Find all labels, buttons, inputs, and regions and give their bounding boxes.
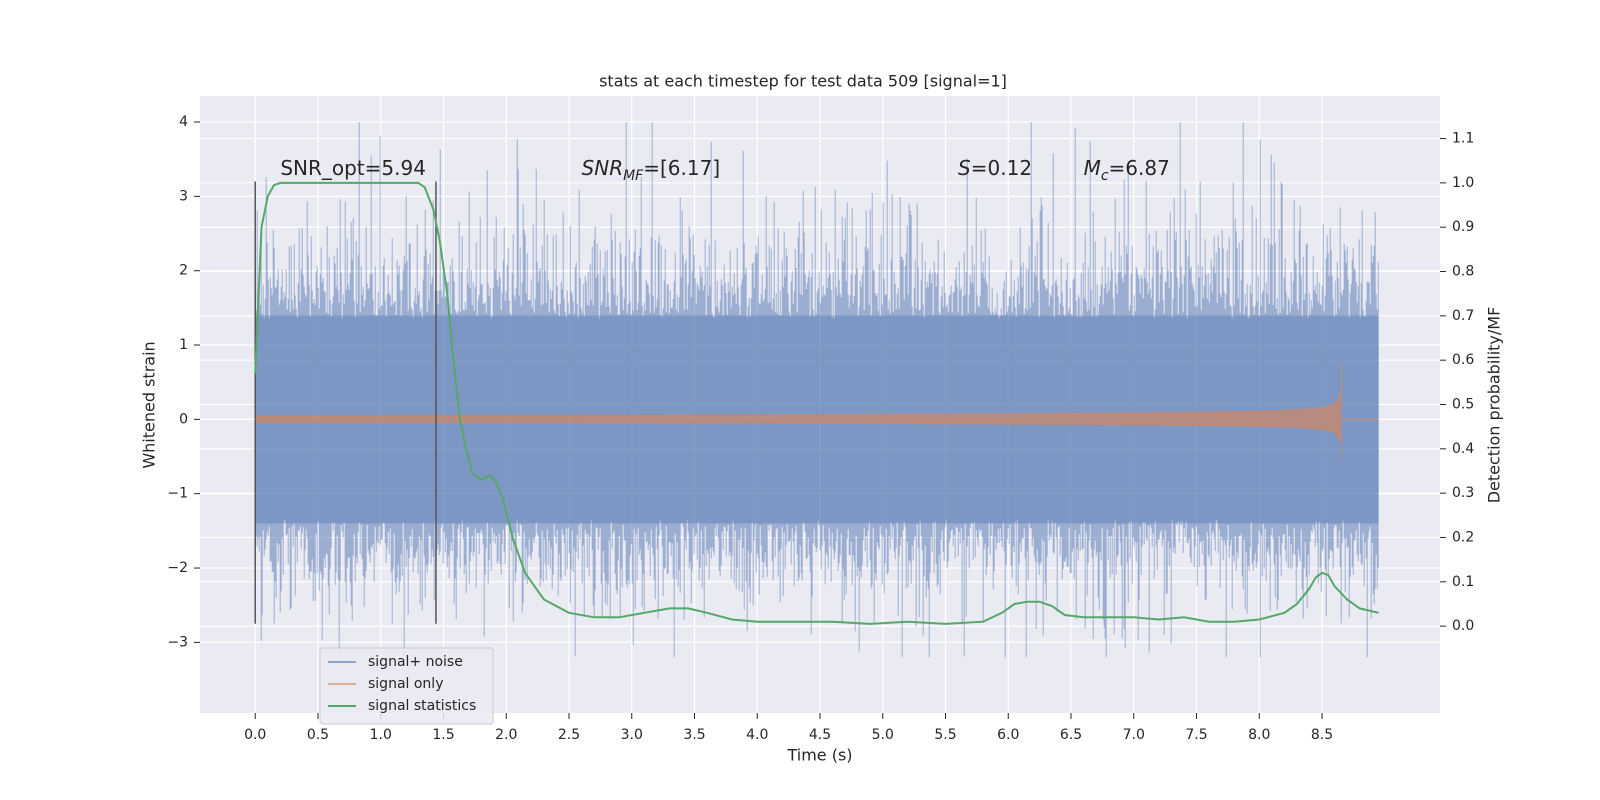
x-tick-label: 2.5 [558, 727, 580, 743]
y-left-tick-label: 2 [179, 263, 188, 279]
annotations: SNR_opt=5.94 SNRMF=[6.17] S=0.12 Mc=6.87 [280, 156, 1170, 184]
x-tick-label: 3.5 [683, 727, 705, 743]
y-left-tick-label: −2 [167, 560, 188, 576]
x-tick-label: 8.0 [1248, 727, 1270, 743]
x-tick-label: 2.0 [495, 727, 517, 743]
x-tick-label: 0.5 [307, 727, 329, 743]
x-tick-label: 3.0 [621, 727, 643, 743]
legend-box [319, 647, 494, 725]
x-tick-label: 0.0 [244, 727, 266, 743]
signal-statistics-line [254, 181, 1379, 625]
y-right-tick-label: 0.7 [1452, 308, 1474, 324]
legend-label: signal only [368, 676, 443, 692]
y-right-tick-label: 0.8 [1452, 264, 1474, 280]
vertical-markers [254, 181, 437, 624]
legend: signal+ noise signal only signal statistic… [319, 647, 494, 725]
left-y-axis-label: Whitened strain [140, 341, 159, 468]
chart-title: stats at each timestep for test data 509… [599, 72, 1007, 91]
y-right-tick-label: 0.5 [1452, 397, 1474, 413]
x-tick-label: 1.5 [432, 727, 454, 743]
annotation-snr-opt: SNR_opt=5.94 [280, 156, 426, 180]
x-tick-label: 4.5 [809, 727, 831, 743]
y-right-tick-label: 0.4 [1452, 441, 1474, 457]
legend-label: signal statistics [368, 698, 476, 714]
x-axis-label: Time (s) [786, 746, 852, 765]
signal-only-series [254, 363, 1379, 459]
annotation-s-val: S=0.12 [958, 156, 1032, 180]
annotation-snr-mf: SNRMF=[6.17] [582, 156, 721, 184]
y-right-tick-label: 0.2 [1452, 529, 1474, 545]
x-tick-label: 5.0 [872, 727, 894, 743]
legend-label: signal+ noise [368, 654, 463, 670]
x-tick-label: 7.5 [1185, 727, 1207, 743]
y-left-tick-label: 4 [179, 114, 188, 130]
y-right-tick-label: 0.1 [1452, 574, 1474, 590]
signal-only-envelope [254, 363, 1342, 459]
y-left-tick-label: −1 [167, 486, 188, 502]
y-left-tick-label: 3 [179, 188, 188, 204]
x-tick-label: 4.0 [746, 727, 768, 743]
y-right-tick-label: 1.1 [1452, 131, 1474, 147]
y-right-tick-label: 0.9 [1452, 219, 1474, 235]
y-left-tick-label: 1 [179, 337, 188, 353]
y-left-tick-label: 0 [179, 411, 188, 427]
y-right-tick-label: 0.0 [1452, 618, 1474, 634]
y-right-tick-label: 0.6 [1452, 352, 1474, 368]
x-tick-label: 8.5 [1311, 727, 1333, 743]
x-tick-label: 5.5 [934, 727, 956, 743]
x-tick-label: 6.0 [997, 727, 1019, 743]
right-y-axis-ticks: 1.1 1.0 0.9 0.8 0.7 0.6 0.5 0.4 0.3 0.2 0.1 0.0 [1440, 131, 1474, 634]
x-tick-label: 1.0 [370, 727, 392, 743]
x-tick-label: 7.0 [1123, 727, 1145, 743]
left-y-axis-ticks: 4 3 2 1 0 −1 −2 −3 [167, 114, 200, 650]
y-right-tick-label: 1.0 [1452, 175, 1474, 191]
y-left-tick-label: −3 [167, 634, 188, 650]
right-y-axis-label: Detection probability/MF [1485, 307, 1504, 504]
annotation-mc-val: Mc=6.87 [1084, 156, 1170, 184]
x-tick-label: 6.5 [1060, 727, 1082, 743]
y-right-tick-label: 0.3 [1452, 485, 1474, 501]
x-axis-ticks: 0.0 0.5 1.0 1.5 2.0 2.5 3.0 3.5 4.0 4.5 5.0 5.5 6.0 6… [244, 713, 1333, 743]
signal-statistics-series [254, 181, 1379, 625]
